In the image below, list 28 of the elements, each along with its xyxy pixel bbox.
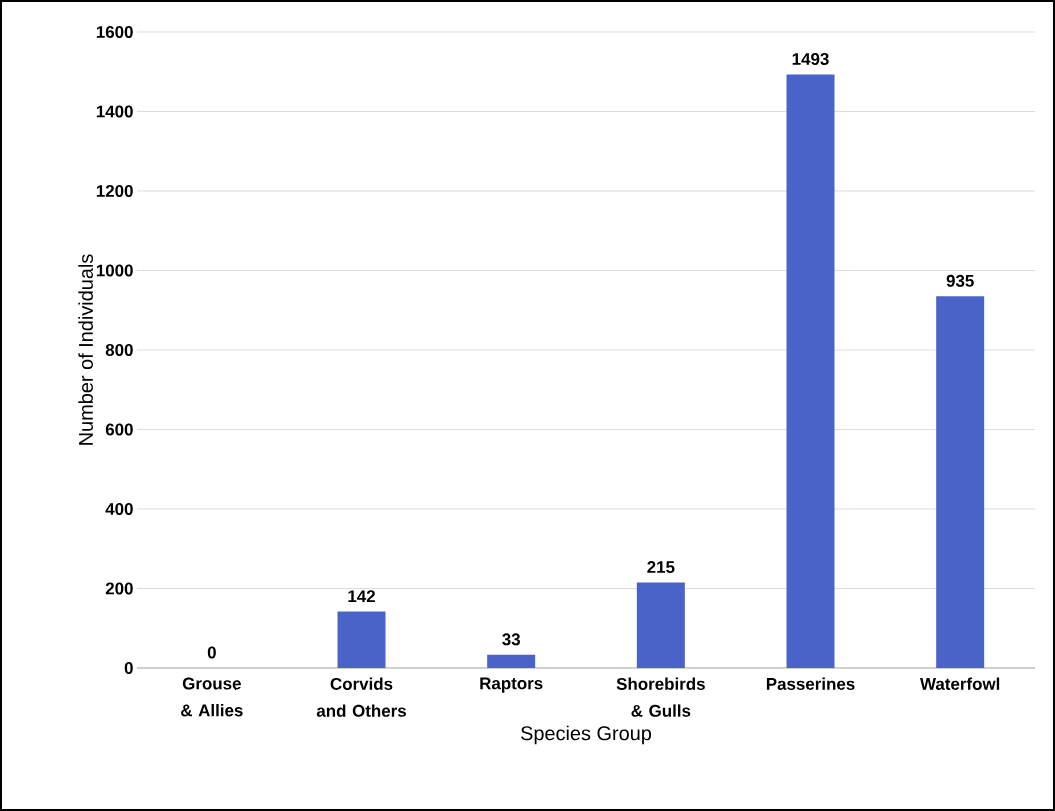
x-axis-title: Species Group [521, 725, 652, 745]
x-tick-label: Passerines [766, 677, 855, 690]
x-tick-label: Corvids and Others [316, 677, 406, 717]
y-tick-label: 600 [105, 423, 133, 436]
data-label: 935 [946, 274, 974, 287]
y-tick-label: 1000 [96, 264, 133, 277]
y-axis-title: Number of Individuals [78, 254, 93, 445]
y-tick-label: 0 [124, 661, 133, 674]
bar [786, 74, 835, 668]
data-label: 0 [207, 646, 216, 659]
x-tick-label: Waterfowl [920, 677, 1000, 690]
bar [487, 654, 536, 668]
data-label: 215 [647, 561, 675, 574]
y-tick-label: 1400 [96, 105, 133, 118]
y-tick-label: 200 [105, 582, 133, 595]
bar [337, 611, 386, 668]
y-tick-label: 800 [105, 343, 133, 356]
y-tick-label: 1200 [96, 184, 133, 197]
x-tick-label: Shorebirds & Gulls [616, 677, 705, 717]
y-tick-label: 1600 [96, 25, 133, 38]
y-tick-label: 400 [105, 502, 133, 515]
x-tick-label: Raptors [480, 677, 543, 693]
x-tick-label: Grouse & Allies [181, 677, 243, 717]
data-label: 1493 [792, 53, 829, 66]
data-label: 33 [502, 633, 520, 646]
data-label: 142 [348, 590, 375, 603]
bar [936, 296, 985, 668]
bar [636, 582, 685, 668]
